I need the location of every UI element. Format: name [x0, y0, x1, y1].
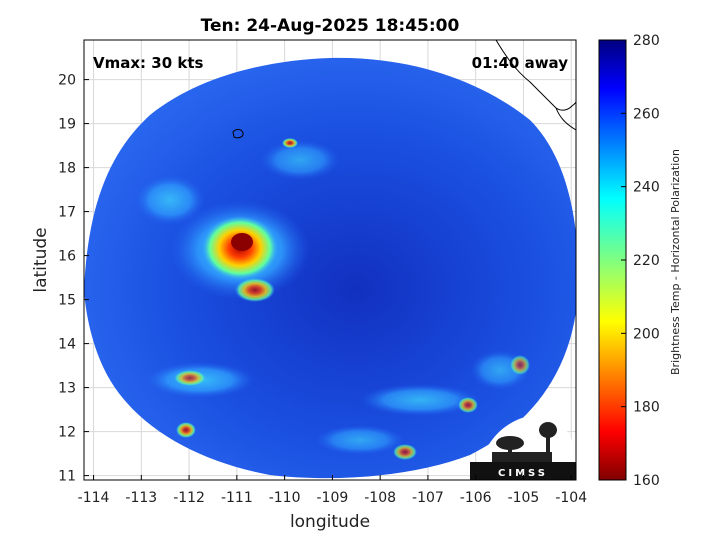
- coastline-island: [232, 129, 244, 139]
- colorbar-tick-label: 260: [633, 106, 660, 122]
- y-tick-label: 13: [58, 381, 76, 397]
- scan-swath: [84, 57, 576, 479]
- y-tick-label: 15: [58, 293, 76, 309]
- y-tick-label: 19: [58, 117, 76, 133]
- y-tick-label: 11: [58, 469, 76, 485]
- colorbar-tick-label: 240: [633, 180, 660, 196]
- time-away-label: 01:40 away: [472, 54, 569, 72]
- x-tick-label: -104: [555, 490, 587, 506]
- colorbar-tick-label: 180: [633, 400, 660, 416]
- x-tick-label: -109: [316, 490, 348, 506]
- x-tick-label: -112: [173, 490, 205, 506]
- y-tick-label: 16: [58, 249, 76, 265]
- y-axis-label: latitude: [31, 227, 51, 292]
- y-tick-label: 14: [58, 337, 76, 353]
- cimss-logo: CIMSS: [470, 415, 576, 480]
- y-tick-label: 20: [58, 73, 76, 89]
- x-axis-ticks: -114 -113 -112 -111 -110 -109 -108 -107 -106 -105…: [78, 475, 587, 506]
- colorbar-tick-label: 160: [633, 473, 660, 489]
- y-axis-ticks: 11 12 13 14 15 16 17 18 19 20: [58, 73, 89, 485]
- x-tick-label: -114: [78, 490, 110, 506]
- x-tick-label: -107: [412, 490, 444, 506]
- y-tick-label: 12: [58, 425, 76, 441]
- x-axis-label: longitude: [290, 512, 370, 532]
- x-tick-label: -105: [508, 490, 540, 506]
- colorbar-label: Brightness Temp - Horizontal Polarizatio…: [669, 149, 682, 375]
- x-tick-label: -106: [460, 490, 492, 506]
- y-tick-label: 17: [58, 205, 76, 221]
- axes-frame: [83, 39, 577, 481]
- y-tick-label: 18: [58, 161, 76, 177]
- figure-title: Ten: 24-Aug-2025 18:45:00: [201, 16, 460, 36]
- colorbar-ticks: 160 180 200 220 240 260 280: [621, 33, 660, 489]
- plot-area: CIMSS: [84, 40, 576, 480]
- x-tick-label: -108: [364, 490, 396, 506]
- x-tick-label: -110: [269, 490, 301, 506]
- coastline: [495, 40, 576, 131]
- vmax-label: Vmax: 30 kts: [93, 54, 203, 72]
- colorbar-tick-label: 280: [633, 33, 660, 49]
- logo-text: CIMSS: [498, 468, 548, 479]
- x-tick-label: -111: [221, 490, 253, 506]
- x-tick-label: -113: [125, 490, 157, 506]
- colorbar-tick-label: 200: [633, 326, 660, 342]
- colorbar-tick-label: 220: [633, 253, 660, 269]
